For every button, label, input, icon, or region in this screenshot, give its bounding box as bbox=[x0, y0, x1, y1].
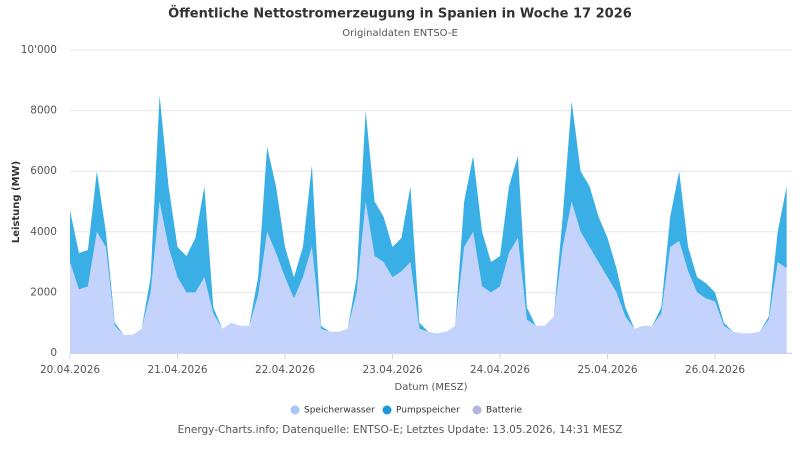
x-tick-label: 26.04.2026 bbox=[685, 364, 745, 376]
x-tick-label: 22.04.2026 bbox=[255, 364, 315, 376]
x-tick-label: 25.04.2026 bbox=[577, 364, 637, 376]
legend-label[interactable]: Speicherwasser bbox=[304, 406, 375, 416]
y-tick-label: 10'000 bbox=[21, 44, 57, 56]
area bbox=[70, 201, 787, 353]
y-tick-label: 8000 bbox=[30, 105, 57, 117]
y-tick-label: 6000 bbox=[30, 165, 57, 177]
chart-title: Öffentliche Nettostromerzeugung in Spani… bbox=[168, 6, 632, 22]
chart-subtitle: Originaldaten ENTSO-E bbox=[342, 28, 458, 39]
legend-marker[interactable] bbox=[382, 405, 392, 415]
legend-marker[interactable] bbox=[290, 405, 300, 415]
legend-label[interactable]: Batterie bbox=[486, 406, 522, 416]
y-axis-title: Leistung (MW) bbox=[11, 161, 22, 243]
y-tick-label: 4000 bbox=[30, 226, 57, 238]
y-tick-label: 0 bbox=[50, 347, 57, 359]
x-tick-label: 20.04.2026 bbox=[40, 364, 100, 376]
x-tick-label: 23.04.2026 bbox=[362, 364, 422, 376]
legend-marker[interactable] bbox=[472, 405, 482, 415]
legend-label[interactable]: Pumpspeicher bbox=[396, 406, 460, 416]
x-axis-title: Datum (MESZ) bbox=[395, 382, 468, 393]
y-tick-label: 2000 bbox=[30, 286, 57, 298]
x-tick-label: 24.04.2026 bbox=[470, 364, 530, 376]
area bbox=[70, 95, 787, 335]
x-tick-label: 21.04.2026 bbox=[147, 364, 207, 376]
credit: Energy-Charts.info; Datenquelle: ENTSO-E… bbox=[178, 424, 623, 436]
